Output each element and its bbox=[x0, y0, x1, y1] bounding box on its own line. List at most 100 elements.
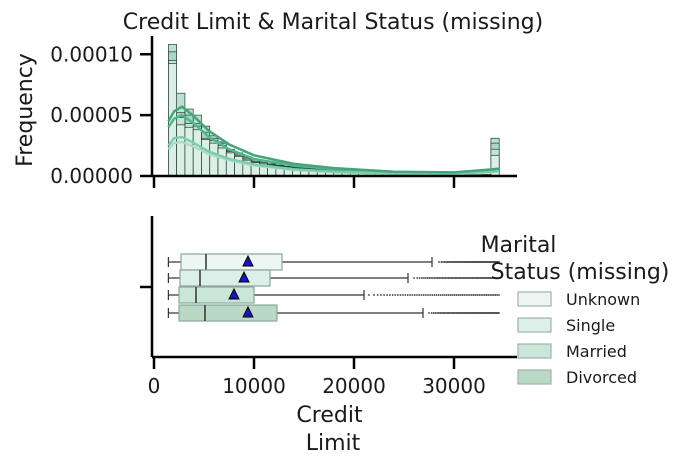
x-tick-label: 0 bbox=[148, 374, 161, 398]
outlier-point bbox=[469, 277, 471, 279]
outlier-point bbox=[439, 312, 442, 314]
legend-swatch bbox=[517, 343, 552, 359]
outlier-point bbox=[445, 312, 447, 314]
outlier-point bbox=[451, 294, 454, 296]
histogram-bar bbox=[225, 152, 235, 177]
histogram-bar bbox=[209, 142, 219, 177]
x-tick-label: 10000 bbox=[222, 374, 286, 398]
legend-swatch bbox=[517, 369, 552, 385]
outlier-point bbox=[498, 261, 500, 263]
histogram-bar bbox=[176, 124, 186, 177]
outlier-point bbox=[496, 294, 499, 296]
x-axis-label-line-1: Credit bbox=[296, 403, 363, 428]
outlier-point bbox=[461, 277, 464, 279]
outlier-point bbox=[465, 294, 468, 296]
outlier-point bbox=[380, 294, 382, 296]
outlier-point bbox=[445, 261, 447, 263]
legend-item-divorced: Divorced bbox=[517, 368, 637, 387]
outlier-point bbox=[476, 294, 479, 296]
outlier-point bbox=[469, 294, 471, 296]
outlier-point bbox=[478, 294, 481, 296]
outlier-point bbox=[402, 294, 404, 296]
outlier-point bbox=[453, 277, 455, 279]
y-axis-label: Frequency bbox=[13, 53, 38, 167]
outlier-point bbox=[455, 277, 458, 279]
box-iqr bbox=[179, 269, 271, 287]
outlier-point bbox=[438, 277, 441, 279]
outlier-point bbox=[447, 312, 450, 314]
outlier-point bbox=[451, 277, 454, 279]
outlier-point bbox=[436, 312, 439, 314]
outlier-point bbox=[447, 261, 450, 263]
outlier-point bbox=[443, 277, 445, 279]
mean-marker bbox=[238, 270, 250, 283]
outlier-point bbox=[454, 277, 457, 279]
outlier-point bbox=[470, 294, 473, 296]
outlier-point bbox=[448, 277, 451, 279]
outlier-point bbox=[434, 312, 437, 314]
legend-title-line-1: Marital bbox=[481, 233, 557, 258]
histogram-bar bbox=[192, 129, 202, 177]
mean-marker bbox=[242, 305, 254, 318]
outlier-point bbox=[442, 261, 444, 263]
mean-marker bbox=[228, 287, 240, 300]
outlier-point bbox=[435, 277, 438, 279]
x-tick-label: 20000 bbox=[322, 374, 386, 398]
histogram-bar bbox=[201, 139, 211, 177]
histogram-bar bbox=[184, 126, 194, 177]
box-iqr bbox=[178, 304, 278, 322]
outlier-point bbox=[470, 277, 473, 279]
outlier-point bbox=[440, 261, 443, 263]
outlier-point bbox=[420, 277, 423, 279]
outlier-point bbox=[444, 277, 447, 279]
outlier-point bbox=[466, 277, 469, 279]
outlier-point bbox=[416, 277, 419, 279]
outlier-point bbox=[441, 277, 444, 279]
outlier-point bbox=[485, 294, 488, 296]
outlier-point bbox=[399, 294, 402, 296]
outlier-point bbox=[445, 294, 448, 296]
outlier-point bbox=[461, 294, 464, 296]
outlier-point bbox=[368, 294, 370, 296]
legend-label: Married bbox=[566, 342, 627, 361]
outlier-point bbox=[431, 277, 434, 279]
outlier-point bbox=[436, 277, 439, 279]
outlier-point bbox=[448, 312, 451, 314]
outlier-point bbox=[373, 294, 375, 296]
legend-item-married: Married bbox=[517, 342, 627, 361]
outlier-point bbox=[492, 294, 495, 296]
mean-marker bbox=[242, 254, 254, 267]
outlier-point bbox=[418, 294, 421, 296]
legend-title: Marital Status (missing) bbox=[481, 233, 670, 285]
histogram-y-ticks: 0.00000 0.00005 0.00010 bbox=[50, 42, 152, 188]
outlier-point bbox=[440, 312, 443, 314]
legend-items: Unknown Single Married Divorced bbox=[517, 290, 640, 387]
outlier-point bbox=[458, 277, 461, 279]
outlier-point bbox=[483, 294, 486, 296]
outlier-point bbox=[406, 294, 409, 296]
outlier-point bbox=[449, 261, 451, 263]
outlier-point bbox=[481, 294, 484, 296]
outlier-point bbox=[474, 294, 477, 296]
x-axis-label: Credit Limit bbox=[296, 403, 369, 456]
outlier-point bbox=[450, 312, 453, 314]
outlier-point bbox=[443, 261, 446, 263]
outlier-point bbox=[457, 277, 460, 279]
legend-swatch bbox=[517, 317, 552, 333]
box-iqr bbox=[178, 286, 255, 304]
legend-label: Unknown bbox=[566, 290, 640, 309]
outlier-point bbox=[443, 312, 446, 314]
outlier-point bbox=[394, 294, 397, 296]
outlier-point bbox=[383, 294, 385, 296]
outlier-point bbox=[424, 294, 427, 296]
outlier-point bbox=[418, 277, 421, 279]
outlier-point bbox=[498, 277, 500, 279]
kde-line-married bbox=[167, 135, 500, 176]
outlier-point bbox=[443, 294, 446, 296]
outlier-point bbox=[475, 277, 478, 279]
outlier-point bbox=[413, 294, 416, 296]
outlier-point bbox=[498, 312, 500, 314]
outlier-point bbox=[463, 294, 466, 296]
outlier-point bbox=[476, 277, 479, 279]
outlier-point bbox=[477, 277, 480, 279]
